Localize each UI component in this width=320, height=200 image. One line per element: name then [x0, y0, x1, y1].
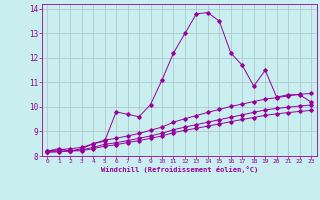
X-axis label: Windchill (Refroidissement éolien,°C): Windchill (Refroidissement éolien,°C) [100, 166, 258, 173]
